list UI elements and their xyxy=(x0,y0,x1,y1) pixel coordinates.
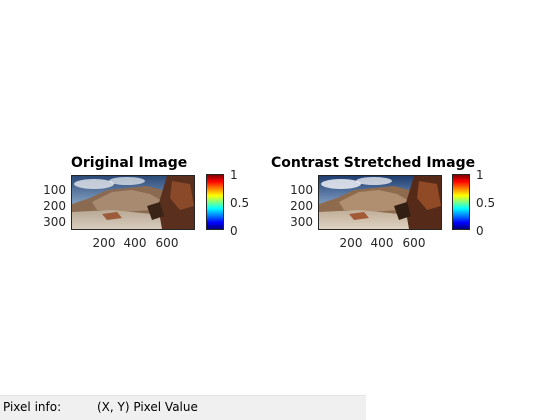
image-axes-original[interactable] xyxy=(71,175,195,230)
x-tick: 400 xyxy=(123,236,147,250)
colorbar[interactable] xyxy=(452,174,470,230)
x-tick: 600 xyxy=(402,236,426,250)
colorbar-tick: 1 xyxy=(476,168,484,182)
landscape-image xyxy=(72,176,194,229)
colorbar-tick: 0.5 xyxy=(476,196,496,210)
pixel-info-value: (X, Y) Pixel Value xyxy=(97,400,198,414)
colorbar-tick: 0.5 xyxy=(230,196,250,210)
x-tick: 600 xyxy=(155,236,179,250)
y-tick: 100 xyxy=(290,183,313,197)
y-tick: 200 xyxy=(43,199,66,213)
x-tick: 200 xyxy=(92,236,116,250)
panel-title: Original Image xyxy=(71,155,188,171)
panel-title: Contrast Stretched Image xyxy=(271,155,476,171)
colorbar[interactable] xyxy=(206,174,224,230)
x-tick: 200 xyxy=(339,236,363,250)
landscape-image-stretched xyxy=(319,176,441,229)
image-axes-contrast[interactable] xyxy=(318,175,442,230)
colorbar-tick: 1 xyxy=(230,168,238,182)
colorbar-gradient xyxy=(453,175,469,229)
x-tick: 400 xyxy=(370,236,394,250)
y-tick: 300 xyxy=(43,215,66,229)
colorbar-tick: 0 xyxy=(476,224,484,238)
y-tick: 200 xyxy=(290,199,313,213)
pixel-info-label: Pixel info: xyxy=(3,400,62,414)
pixel-info-bar: Pixel info: (X, Y) Pixel Value xyxy=(0,395,366,420)
colorbar-gradient xyxy=(207,175,223,229)
colorbar-tick: 0 xyxy=(230,224,238,238)
y-tick: 300 xyxy=(290,215,313,229)
y-tick: 100 xyxy=(43,183,66,197)
